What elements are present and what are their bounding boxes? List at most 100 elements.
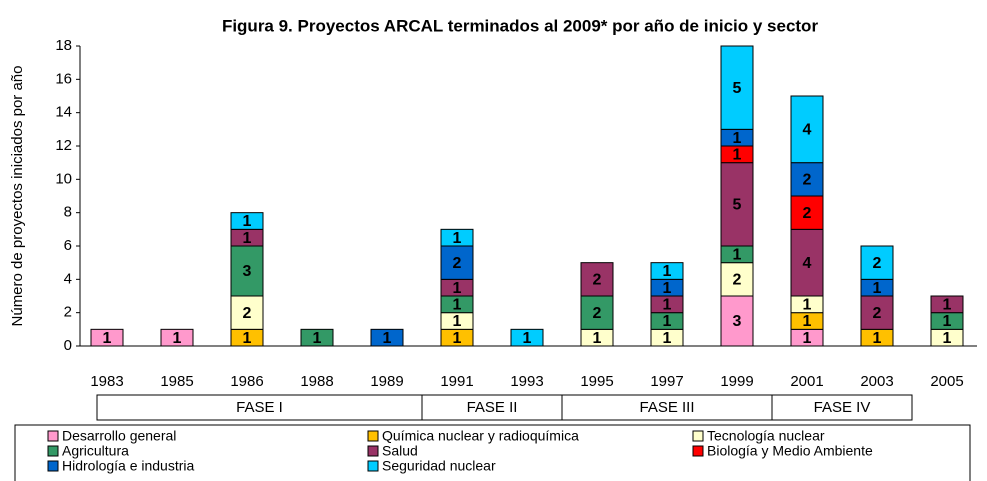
bar-segment	[580, 295, 614, 330]
legend-swatch	[692, 445, 704, 457]
x-tick-label: 1993	[510, 373, 543, 390]
data-label: 1	[943, 313, 952, 330]
bar-segment	[230, 245, 264, 297]
data-label: 1	[803, 297, 812, 314]
data-label: 2	[243, 305, 252, 322]
data-label: 4	[803, 122, 812, 139]
data-label: 1	[453, 297, 462, 314]
y-tick-label: 12	[55, 137, 72, 154]
data-label: 1	[663, 330, 672, 347]
data-label: 1	[383, 330, 392, 347]
chart-title: Figura 9. Proyectos ARCAL terminados al …	[222, 16, 819, 35]
legend-label: Química nuclear y radioquímica	[382, 428, 579, 444]
legend-swatch	[367, 430, 379, 442]
phase-box	[771, 394, 913, 421]
x-tick-label: 2003	[860, 373, 893, 390]
data-label: 1	[663, 263, 672, 280]
data-label: 1	[103, 330, 112, 347]
data-label: 1	[453, 230, 462, 247]
data-label: 1	[453, 280, 462, 297]
x-tick-label: 1988	[300, 373, 333, 390]
bar-segment	[300, 328, 334, 347]
data-label: 1	[593, 330, 602, 347]
data-label: 2	[873, 305, 882, 322]
data-label: 2	[803, 172, 812, 189]
data-label: 2	[873, 255, 882, 272]
legend-label: Seguridad nuclear	[382, 458, 496, 474]
legend-swatch	[367, 445, 379, 457]
bar-segment	[930, 295, 964, 314]
legend-swatch	[47, 460, 59, 472]
data-label: 1	[733, 247, 742, 264]
data-label: 1	[943, 330, 952, 347]
bar-segment	[720, 162, 754, 247]
data-label: 1	[523, 330, 532, 347]
data-label: 1	[663, 297, 672, 314]
y-tick-label: 6	[64, 237, 72, 254]
data-label: 1	[243, 230, 252, 247]
data-label: 1	[803, 330, 812, 347]
bar-segment	[650, 262, 684, 280]
data-label: 1	[733, 147, 742, 164]
data-label: 1	[313, 330, 322, 347]
legend-label: Hidrología e industria	[62, 458, 195, 474]
data-label: 2	[593, 305, 602, 322]
data-label: 1	[243, 330, 252, 347]
bar-segment	[370, 328, 404, 347]
bar-segment	[790, 195, 824, 230]
legend-box	[14, 424, 971, 481]
data-label: 2	[593, 272, 602, 289]
legend-label: Agricultura	[62, 443, 129, 459]
data-label: 5	[733, 80, 742, 97]
x-tick-label: 1986	[230, 373, 263, 390]
phase-label: FASE IV	[814, 399, 871, 416]
bar-segment	[510, 328, 544, 347]
data-label: 3	[243, 263, 252, 280]
legend-label: Biología y Medio Ambiente	[707, 443, 873, 459]
y-tick-label: 10	[55, 170, 72, 187]
y-tick-label: 4	[64, 270, 72, 287]
data-label: 1	[943, 297, 952, 314]
data-label: 1	[873, 330, 882, 347]
data-label: 1	[663, 280, 672, 297]
bar-segment	[860, 295, 894, 330]
y-tick-label: 0	[64, 337, 72, 354]
x-tick-label: 2001	[790, 373, 823, 390]
data-label: 1	[803, 313, 812, 330]
data-label: 2	[803, 205, 812, 222]
legend-label: Tecnología nuclear	[707, 428, 825, 444]
data-label: 1	[243, 213, 252, 230]
data-label: 1	[453, 313, 462, 330]
phase-label: FASE III	[639, 399, 694, 416]
bar-segment	[580, 262, 614, 297]
legend-swatch	[367, 460, 379, 472]
x-tick-label: 1991	[440, 373, 473, 390]
legend-swatch	[47, 445, 59, 457]
data-label: 2	[733, 272, 742, 289]
phase-label: FASE I	[236, 399, 283, 416]
y-tick-label: 16	[55, 70, 72, 87]
legend-label: Salud	[382, 443, 418, 459]
bar-segment	[440, 228, 474, 247]
y-axis-label: Número de proyectos iniciados por año	[9, 66, 26, 327]
data-label: 5	[733, 197, 742, 214]
x-tick-label: 1997	[650, 373, 683, 390]
data-label: 1	[173, 330, 182, 347]
data-label: 4	[803, 255, 812, 272]
x-tick-label: 1983	[90, 373, 123, 390]
x-tick-label: 1995	[580, 373, 613, 390]
data-label: 1	[873, 280, 882, 297]
phase-label: FASE II	[467, 399, 518, 416]
x-tick-label: 1999	[720, 373, 753, 390]
y-tick-label: 14	[55, 104, 72, 121]
bar-segment	[720, 295, 754, 347]
bar-segment	[160, 328, 194, 347]
bar-segment	[720, 45, 754, 130]
x-tick-label: 1989	[370, 373, 403, 390]
legend-swatch	[47, 430, 59, 442]
y-tick-label: 8	[64, 204, 72, 221]
data-label: 2	[453, 255, 462, 272]
legend-swatch	[692, 430, 704, 442]
data-label: 1	[453, 330, 462, 347]
